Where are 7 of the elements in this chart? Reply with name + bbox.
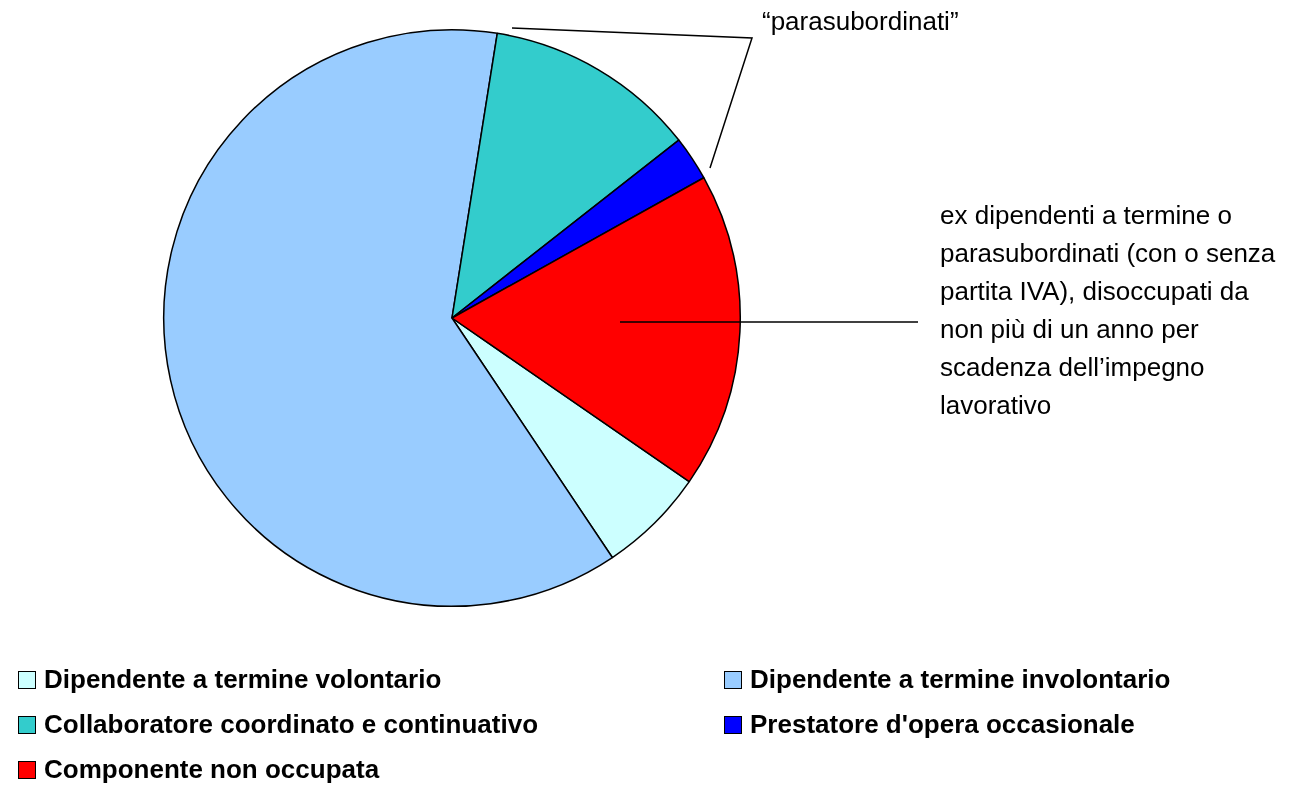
legend-label: Prestatore d'opera occasionale (750, 709, 1135, 740)
legend-label: Collaboratore coordinato e continuativo (44, 709, 539, 740)
legend-label: Dipendente a termine involontario (750, 664, 1171, 695)
text: “parasubordinati” (762, 5, 960, 38)
legend-label: Dipendente a termine volontario (44, 664, 442, 695)
legend-label: Componente non occupata (44, 754, 380, 785)
text: ex dipendenti a termine o parasubordinati (con o senza partita IVA), disoccupati da non più di un anno per scadenza dell’impegno lavorativo (940, 199, 1277, 422)
